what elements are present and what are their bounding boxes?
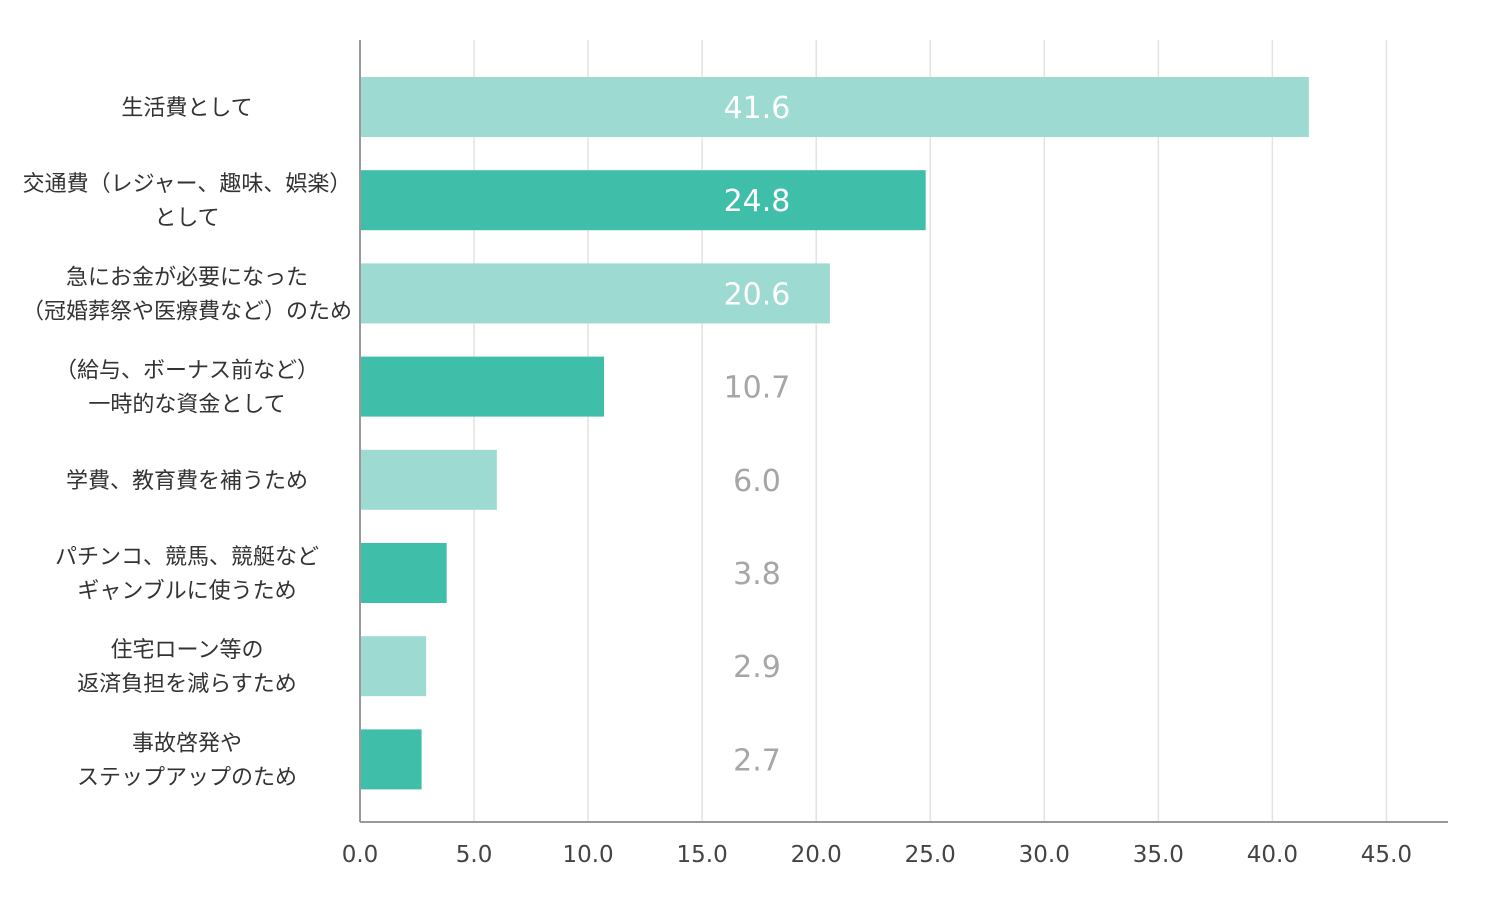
category-label: （給与、ボーナス前など） [55, 359, 319, 384]
category-label: パチンコ、競馬、競艇など [55, 545, 319, 570]
grid-layer [473, 40, 1388, 822]
x-tick-label: 40.0 [1247, 842, 1298, 868]
bar [360, 543, 447, 603]
x-tick-label: 35.0 [1133, 842, 1184, 868]
x-tick-label: 45.0 [1361, 842, 1412, 868]
data-label: 41.6 [724, 91, 791, 126]
category-label: 返済負担を減らすため [77, 672, 297, 697]
bar [360, 449, 497, 510]
data-label: 10.7 [724, 371, 791, 406]
bar-layer [360, 77, 1309, 790]
x-tick-label: 20.0 [791, 842, 842, 868]
data-label: 20.6 [724, 277, 791, 312]
category-label: 急にお金が必要になった [66, 265, 308, 290]
bar [360, 263, 830, 324]
bar [360, 77, 1309, 137]
label-layer: 0.0 5.0 10.0 15.0 20.0 25.0 30.0 35.0 40.0 45.0 41… [22, 91, 1412, 868]
data-label: 2.9 [733, 650, 781, 685]
x-tick-label: 5.0 [456, 842, 493, 868]
category-label: として [154, 206, 219, 231]
data-label: 3.8 [733, 557, 781, 592]
category-label: 交通費（レジャー、趣味、娯楽） [23, 172, 352, 197]
data-label: 6.0 [733, 464, 781, 499]
bar [360, 356, 605, 417]
category-label: ギャンブルに使うため [77, 579, 296, 604]
category-label: 一時的な資金として [88, 393, 285, 418]
category-label: 生活費として [121, 96, 252, 121]
x-tick-label: 15.0 [677, 842, 728, 868]
bar [360, 636, 427, 697]
x-tick-label: 25.0 [905, 842, 956, 868]
x-tick-label: 0.0 [342, 842, 379, 868]
bar [360, 170, 926, 231]
category-label: （冠婚葬祭や医療費など）のため [22, 299, 352, 324]
axis-layer [359, 40, 1448, 823]
category-label: 事故啓発や [132, 731, 242, 756]
x-tick-label: 10.0 [562, 842, 613, 868]
category-label: ステップアップのため [77, 765, 297, 790]
category-label: 住宅ローン等の [111, 638, 264, 663]
data-label: 24.8 [724, 184, 791, 219]
data-label: 2.7 [733, 743, 781, 778]
bar [360, 729, 422, 790]
category-label: 学費、教育費を補うため [66, 469, 308, 494]
x-tick-label: 30.0 [1019, 842, 1070, 868]
